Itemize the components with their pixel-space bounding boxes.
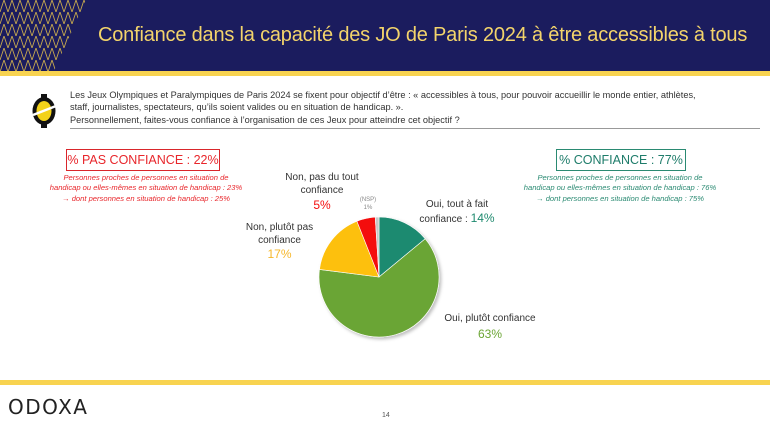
no-confidence-total-box: % PAS CONFIANCE : 22% xyxy=(66,149,220,171)
subgroup-line: → dont personnes en situation de handica… xyxy=(535,193,705,203)
label-oui-plutot: Oui, plutôt confiance 63% xyxy=(430,313,550,340)
data-label: 17% xyxy=(267,247,292,261)
label-non-plutot-pas: Non, plutôt pas confiance 17% xyxy=(232,222,327,261)
divider xyxy=(70,128,760,129)
label-nsp: (NSP) 1% xyxy=(355,196,381,212)
question-line: Personnellement, faites-vous confiance à… xyxy=(70,114,460,125)
subgroup-line: handicap ou elles-mêmes en situation de … xyxy=(523,183,717,193)
question-line: staff, journalistes, spectateurs, qu’ils… xyxy=(70,102,404,113)
subgroup-line: Personnes proches de personnes en situat… xyxy=(63,173,229,182)
data-label: 5% xyxy=(313,198,331,212)
no-confidence-subgroups: Personnes proches de personnes en situat… xyxy=(26,173,266,204)
label-oui-tout-a-fait: Oui, tout à fait confiance : 14% xyxy=(402,199,512,226)
chevron-pattern-decoration xyxy=(0,0,86,71)
data-label: 1% xyxy=(363,205,373,211)
question-line: Les Jeux Olympiques et Paralympiques de … xyxy=(70,90,696,100)
confidence-total-box: % CONFIANCE : 77% xyxy=(556,149,686,171)
odoxa-logo: ODOXA xyxy=(8,395,89,419)
data-label: 63% xyxy=(477,326,503,341)
page-number: 14 xyxy=(382,412,390,419)
header-banner: Confiance dans la capacité des JO de Par… xyxy=(0,0,770,71)
confidence-subgroups: Personnes proches de personnes en situat… xyxy=(510,173,730,204)
label-text: Non, pas du tout xyxy=(285,172,359,183)
subgroup-line: → dont personnes en situation de handica… xyxy=(61,193,231,203)
page-title: Confiance dans la capacité des JO de Par… xyxy=(98,24,748,46)
question-text: Les Jeux Olympiques et Paralympiques de … xyxy=(70,89,765,126)
label-text: Oui, plutôt confiance xyxy=(444,313,536,324)
label-text: (NSP) xyxy=(359,197,377,203)
footer-accent-bar xyxy=(0,380,770,385)
label-text: confiance xyxy=(258,234,301,246)
odoxa-emblem-icon xyxy=(32,94,57,128)
subgroup-line: Personnes proches de personnes en situat… xyxy=(537,173,703,182)
pie-slice-0 xyxy=(378,216,426,278)
subgroup-line: handicap ou elles-mêmes en situation de … xyxy=(49,183,243,193)
pie-slice-2 xyxy=(319,220,380,278)
label-text: confiance xyxy=(300,184,344,196)
data-label: 14% xyxy=(470,210,495,225)
label-text: Non, plutôt pas xyxy=(245,222,314,233)
label-text: confiance : xyxy=(419,213,471,225)
header-accent-bar xyxy=(0,71,770,76)
pie-slice-1 xyxy=(318,238,440,338)
pie-slice-4 xyxy=(374,216,380,278)
label-non-pas-du-tout: Non, pas du tout confiance 5% xyxy=(272,172,372,212)
label-text: Oui, tout à fait xyxy=(425,199,489,210)
